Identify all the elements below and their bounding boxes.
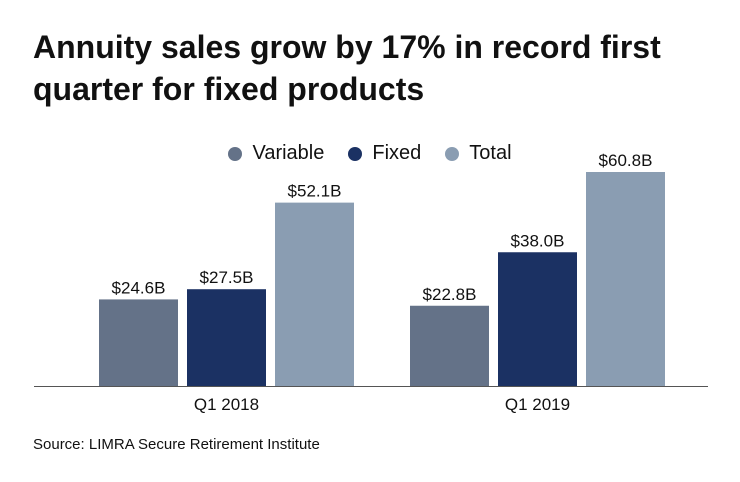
legend-label: Total (469, 142, 512, 164)
data-label: $24.6B (112, 278, 166, 297)
legend-swatch (228, 146, 243, 161)
legend-item-total: Total (445, 142, 512, 165)
data-label: $27.5B (200, 268, 254, 287)
legend-swatch (348, 146, 363, 161)
bar-variable-1 (410, 305, 489, 386)
bar-total-1 (586, 172, 665, 386)
data-label: $22.8B (423, 285, 477, 304)
data-label: $52.1B (288, 182, 342, 201)
legend: Variable Fixed Total (0, 142, 740, 165)
data-label: $60.8B (599, 151, 653, 170)
chart-title: Annuity sales grow by 17% in record firs… (33, 29, 661, 107)
bar-fixed-0 (187, 289, 266, 386)
legend-label: Fixed (372, 142, 422, 164)
source-note: Source: LIMRA Secure Retirement Institut… (33, 436, 320, 453)
x-tick-label: Q1 2018 (194, 395, 259, 414)
legend-item-variable: Variable (228, 142, 324, 165)
legend-swatch (445, 146, 460, 161)
bar-fixed-1 (498, 252, 577, 386)
bar-total-0 (275, 202, 354, 386)
legend-item-fixed: Fixed (348, 142, 421, 165)
data-label: $38.0B (511, 231, 565, 250)
x-tick-label: Q1 2019 (505, 395, 570, 414)
bar-variable-0 (99, 299, 178, 386)
legend-label: Variable (252, 142, 325, 164)
